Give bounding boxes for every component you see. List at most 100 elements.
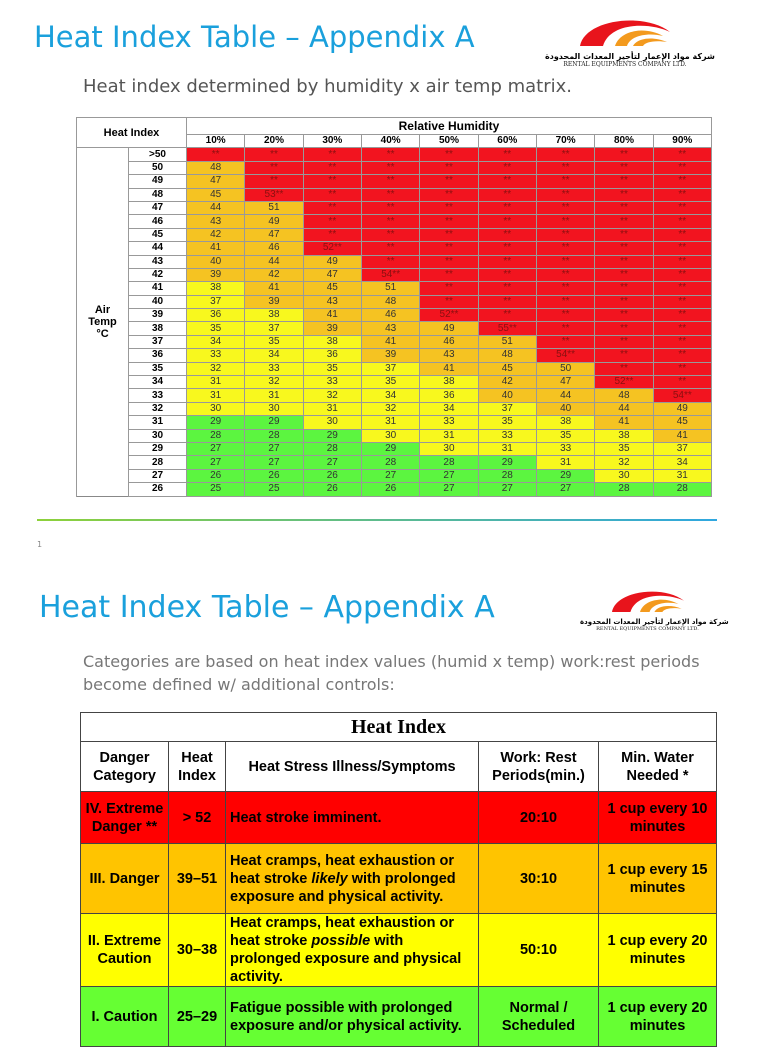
heat-index-cell: 49 <box>652 401 713 417</box>
temperature-label: 47 <box>128 200 187 216</box>
heat-index-cell: 30 <box>302 415 362 430</box>
table-row: 30 28 28 29 30 31 33 35 38 41 <box>77 428 713 443</box>
heat-index-cell: ** <box>652 254 713 269</box>
heat-index-cell: ** <box>360 214 421 229</box>
heat-index-cell: ** <box>594 200 654 216</box>
heat-index-cell: 27 <box>477 482 537 497</box>
slide-divider <box>37 519 717 521</box>
heat-index-cell: 41 <box>185 241 246 256</box>
heat-index-cell: ** <box>535 200 596 216</box>
temperature-label: 27 <box>128 468 187 484</box>
heat-index-cell: ** <box>535 227 596 243</box>
heat-index-cell: 45 <box>652 415 713 430</box>
heat-index-cell: ** <box>535 160 596 176</box>
heat-index-cell: ** <box>535 241 596 256</box>
symptoms-text: Heat cramps, heat exhaustion or heat str… <box>230 852 455 887</box>
heat-index-cell: ** <box>244 174 304 189</box>
logo-arc-icon <box>611 591 684 612</box>
relative-humidity-header: Relative Humidity <box>186 117 712 135</box>
temperature-label: 39 <box>128 308 187 323</box>
symptoms: Heat cramps, heat exhaustion or heat str… <box>225 843 479 914</box>
heat-index-cell: ** <box>535 294 596 310</box>
min-water-needed: 1 cup every 20 minutes <box>598 913 717 987</box>
heat-index-cell: 49 <box>302 254 362 269</box>
table-row: 35 32 33 35 37 41 45 50 ** ** <box>77 361 713 377</box>
heat-index-cell: 29 <box>185 415 246 430</box>
heat-index-cell: 30 <box>594 468 654 484</box>
heat-index-cell: ** <box>652 267 713 283</box>
heat-index-cell: ** <box>652 375 713 390</box>
heat-index-cell: ** <box>594 321 654 336</box>
heat-index-cell: 33 <box>302 375 362 390</box>
header-symptoms: Heat Stress Illness/Symptoms <box>225 741 479 792</box>
heat-index-cell: ** <box>360 160 421 176</box>
temperature-label: 38 <box>128 321 187 336</box>
heat-index-cell: ** <box>302 187 362 202</box>
heat-index-cell: ** <box>652 294 713 310</box>
heat-index-cell: 50 <box>535 361 596 377</box>
table-row: 47 44 51 ** ** ** ** ** ** ** <box>77 200 713 216</box>
heat-index-cell: ** <box>594 187 654 202</box>
symptoms-text: Heat stroke imminent. <box>230 809 382 826</box>
heat-index-cell: 29 <box>302 428 362 443</box>
heat-index-cell: 42 <box>185 227 246 243</box>
slide2-subtitle: Categories are based on heat index value… <box>83 652 700 694</box>
column-header: 50% <box>419 133 479 149</box>
heat-index-cell: 52** <box>419 308 479 323</box>
heat-index-cell: ** <box>594 348 654 363</box>
category-row: I. Caution 25–29 Fatigue possible with pro… <box>80 986 717 1047</box>
heat-index-cell: ** <box>477 308 537 323</box>
heat-index-cell: 40 <box>185 254 246 269</box>
heat-index-cell: 30 <box>360 428 421 443</box>
temperature-label: 48 <box>128 187 187 202</box>
logo-english-text: RENTAL EQUIPMENTS COMPANY LTD. <box>596 626 699 632</box>
heat-index-cell: ** <box>652 174 713 189</box>
symptoms-text: likely <box>311 870 348 887</box>
heat-index-cell: 27 <box>419 482 479 497</box>
heat-index-cell: 33 <box>185 348 246 363</box>
air-temp-label-line: °C <box>96 327 109 340</box>
heat-index-cell: 27 <box>535 482 596 497</box>
heat-index-cell: 53** <box>244 187 304 202</box>
heat-index-cell: 34 <box>360 388 421 403</box>
table-row: 49 47 ** ** ** ** ** ** ** ** <box>77 174 713 189</box>
heat-index-cell: 48 <box>185 160 246 176</box>
column-header: 20% <box>244 133 304 149</box>
heat-index-cell: 48 <box>594 388 654 403</box>
heat-index-cell: 37 <box>477 401 537 417</box>
table-row: 48 45 53** ** ** ** ** ** ** ** <box>77 187 713 202</box>
heat-index-cell: ** <box>419 147 479 162</box>
heat-index-cell: 54** <box>535 348 596 363</box>
heat-index-cell: 31 <box>477 441 537 457</box>
work-rest-period: Normal / Scheduled <box>478 986 599 1047</box>
heat-index-cell: ** <box>652 160 713 176</box>
work-rest-period: 50:10 <box>478 913 599 987</box>
header-work-rest: Work: Rest Periods(min.) <box>478 741 599 792</box>
heat-index-cell: 33 <box>535 441 596 457</box>
heat-index-cell: 38 <box>535 415 596 430</box>
heat-index-cell: 28 <box>244 428 304 443</box>
table-row: 38 35 37 39 43 49 55** ** ** ** <box>77 321 713 336</box>
table-row: 39 36 38 41 46 52** ** ** ** ** <box>77 308 713 323</box>
temperature-label: 37 <box>128 334 187 350</box>
temperature-label: 49 <box>128 174 187 189</box>
table-row: 50 48 ** ** ** ** ** ** ** ** <box>77 160 713 176</box>
temperature-label: >50 <box>128 147 187 162</box>
heat-index-cell: 47 <box>185 174 246 189</box>
air-temp-label-line: Air <box>94 303 111 316</box>
table-row: 34 31 32 33 35 38 42 47 52** ** <box>77 375 713 390</box>
heat-index-cell: 55** <box>477 321 537 336</box>
heat-index-cell: 33 <box>419 415 479 430</box>
temperature-label: 29 <box>128 441 187 457</box>
heat-index-cell: 44 <box>594 401 654 417</box>
heat-index-cell: ** <box>419 294 479 310</box>
heat-index-cell: 34 <box>244 348 304 363</box>
heat-index-cell: ** <box>594 308 654 323</box>
symptoms-text: with prolonged exposure and physical act… <box>230 933 462 985</box>
heat-index-cell: ** <box>477 214 537 229</box>
heat-index-cell: 39 <box>244 294 304 310</box>
heat-index-cell: ** <box>594 267 654 283</box>
category-row: IV. Extreme Danger ** > 52 Heat stroke imm… <box>80 791 717 844</box>
heat-index-cell: ** <box>477 147 537 162</box>
heat-index-cell: 30 <box>185 401 246 417</box>
